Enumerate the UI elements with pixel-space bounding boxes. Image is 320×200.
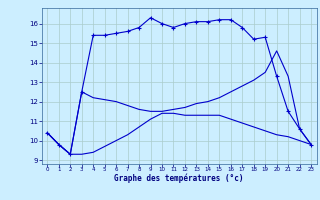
X-axis label: Graphe des températures (°c): Graphe des températures (°c) [115, 174, 244, 183]
